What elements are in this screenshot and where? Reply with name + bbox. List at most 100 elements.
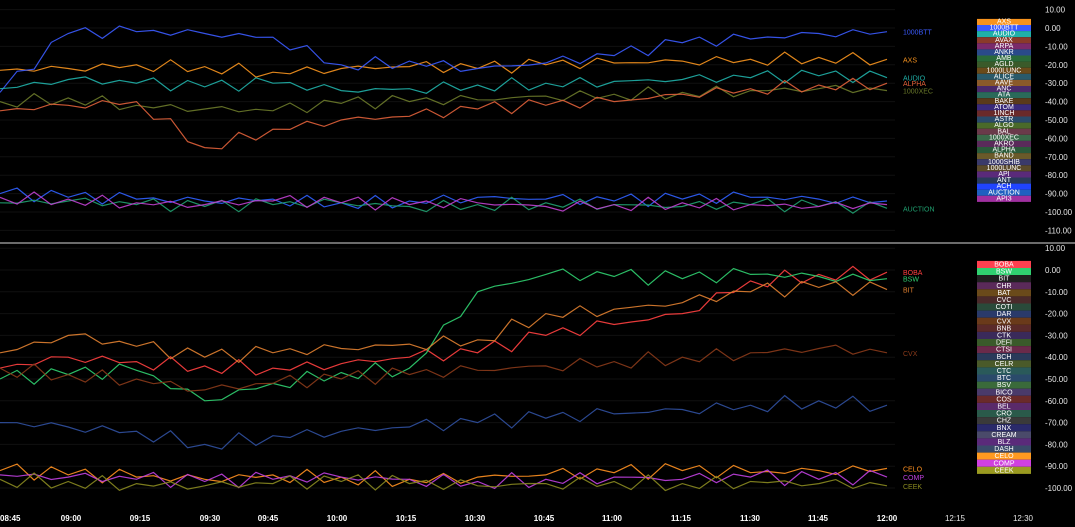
legend-swatch xyxy=(977,128,1031,135)
legend-swatch xyxy=(977,324,1031,332)
series-line-boba xyxy=(0,265,888,376)
legend-label: BAT xyxy=(997,290,1011,297)
legend-swatch xyxy=(977,98,1031,105)
end-label-bsw: BSW xyxy=(903,277,919,284)
x-tick-label: 12:30 xyxy=(1013,514,1034,523)
legend-label: AAVE xyxy=(995,80,1013,87)
y-tick-label: -90.00 xyxy=(1045,190,1068,199)
legend-label: COMP xyxy=(994,460,1015,467)
y-tick-label: -40.00 xyxy=(1045,353,1068,362)
legend-label: BIT xyxy=(999,276,1011,283)
legend-label: ANKR xyxy=(994,49,1013,56)
y-tick-label: -100.00 xyxy=(1045,208,1073,217)
legend-label: AVAX xyxy=(995,37,1013,44)
legend-label: AGLD xyxy=(994,61,1013,68)
x-tick-label: 09:45 xyxy=(258,514,279,523)
y-tick-label: 10.00 xyxy=(1045,244,1066,253)
legend-swatch xyxy=(977,177,1031,184)
x-tick-label: 12:00 xyxy=(877,514,898,523)
legend-label: AKRO xyxy=(994,141,1014,148)
legend-label: COS xyxy=(996,396,1012,403)
x-tick-label: 11:30 xyxy=(740,514,761,523)
legend-label: AUCTION xyxy=(988,189,1020,196)
series-line-api3 xyxy=(0,191,888,212)
legend-label: AXS xyxy=(997,19,1011,26)
legend-swatch xyxy=(977,296,1031,304)
series-line-alpha xyxy=(0,77,888,150)
legend-swatch xyxy=(977,189,1031,196)
legend-label: 1000BTT xyxy=(990,25,1020,32)
series-line-cvx xyxy=(0,344,888,392)
y-tick-label: -30.00 xyxy=(1045,79,1068,88)
end-label-ceek: CEEK xyxy=(903,484,922,491)
end-label-cvx: CVX xyxy=(903,351,918,358)
legend-swatch xyxy=(977,353,1031,361)
legend-swatch xyxy=(977,49,1031,56)
x-tick-label: 10:45 xyxy=(534,514,555,523)
x-tick-label: 10:00 xyxy=(327,514,348,523)
x-tick-label: 08:45 xyxy=(0,514,21,523)
legend-label: COTI xyxy=(996,304,1013,311)
legend-label: ALICE xyxy=(994,73,1015,80)
legend-label: CTK xyxy=(997,333,1011,340)
legend-swatch xyxy=(977,43,1031,50)
legend-swatch xyxy=(977,339,1031,347)
y-tick-label: -50.00 xyxy=(1045,116,1068,125)
legend-swatch xyxy=(977,360,1031,368)
legend-label: CHR xyxy=(996,283,1011,290)
legend-label: BOBA xyxy=(994,262,1014,269)
legend-swatch xyxy=(977,171,1031,178)
y-tick-label: -10.00 xyxy=(1045,42,1068,51)
legend-swatch xyxy=(977,165,1031,172)
legend-swatch xyxy=(977,73,1031,80)
legend-label: CHZ xyxy=(997,418,1012,425)
legend-swatch xyxy=(977,86,1031,93)
legend-label: CVX xyxy=(997,318,1012,325)
legend-swatch xyxy=(977,275,1031,283)
legend-label: CREAM xyxy=(991,432,1016,439)
legend-label: ARPA xyxy=(995,43,1014,50)
y-tick-label: -60.00 xyxy=(1045,134,1068,143)
legend-label: AUDIO xyxy=(993,31,1016,38)
legend-swatch xyxy=(977,55,1031,62)
legend-swatch xyxy=(977,381,1031,389)
legend-label: DAR xyxy=(997,311,1012,318)
legend-swatch xyxy=(977,424,1031,432)
series-line-audio xyxy=(0,69,888,94)
series-line-1000xec xyxy=(0,84,888,114)
y-tick-label: -100.00 xyxy=(1045,484,1073,493)
legend-swatch xyxy=(977,92,1031,99)
legend-swatch xyxy=(977,25,1031,32)
legend-label: BAKE xyxy=(995,98,1014,105)
legend-label: 1000LUNC xyxy=(987,165,1022,172)
legend-label: 1000XEC xyxy=(989,134,1019,141)
y-tick-label: -70.00 xyxy=(1045,419,1068,428)
series-line-axs xyxy=(0,51,888,78)
legend-swatch xyxy=(977,410,1031,418)
legend-swatch xyxy=(977,37,1031,44)
legend-swatch xyxy=(977,289,1031,297)
end-label-celo: CELO xyxy=(903,466,923,473)
legend-swatch xyxy=(977,195,1031,202)
legend-swatch xyxy=(977,260,1031,268)
end-label-alpha: ALPHA xyxy=(903,81,926,88)
legend-label: ANT xyxy=(997,177,1012,184)
legend-swatch xyxy=(977,346,1031,354)
legend-swatch xyxy=(977,388,1031,396)
legend-swatch xyxy=(977,374,1031,382)
legend-label: DEFI xyxy=(996,340,1012,347)
x-tick-label: 09:30 xyxy=(200,514,221,523)
legend-label: CEEK xyxy=(994,467,1013,474)
legend-swatch xyxy=(977,122,1031,129)
x-tick-label: 09:15 xyxy=(130,514,151,523)
legend-swatch xyxy=(977,116,1031,123)
legend-swatch xyxy=(977,104,1031,111)
legend-swatch xyxy=(977,310,1031,318)
legend-label: CTC xyxy=(997,368,1011,375)
series-line-auction xyxy=(0,196,888,214)
legend-label: AMB xyxy=(996,55,1012,62)
x-tick-label: 10:30 xyxy=(465,514,486,523)
y-tick-label: -110.00 xyxy=(1045,226,1072,235)
y-tick-label: -80.00 xyxy=(1045,440,1068,449)
legend-swatch xyxy=(977,438,1031,446)
